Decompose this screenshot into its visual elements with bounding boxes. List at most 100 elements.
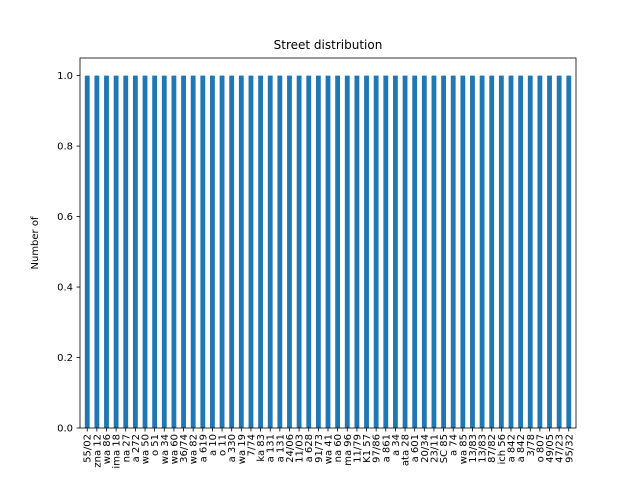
x-tick-label: 7/74 bbox=[246, 434, 257, 456]
x-tick-label: zna 12 bbox=[92, 434, 103, 468]
x-tick-label: a 131 bbox=[266, 434, 277, 462]
bar bbox=[489, 75, 495, 429]
bar bbox=[287, 75, 292, 429]
x-tick-label: 97/86 bbox=[372, 434, 383, 463]
bar bbox=[421, 75, 427, 429]
bar bbox=[113, 75, 119, 429]
bar bbox=[402, 75, 408, 429]
x-tick-label: wa 41 bbox=[324, 434, 335, 464]
x-tick-label: 24/06 bbox=[285, 434, 296, 463]
bar bbox=[383, 75, 389, 429]
x-tick-label: a 330 bbox=[227, 434, 238, 462]
bar bbox=[84, 75, 90, 429]
x-tick-label: o 807 bbox=[535, 434, 546, 462]
x-tick-label: 13/83 bbox=[468, 434, 479, 463]
x-tick-label: a 131 bbox=[275, 434, 286, 462]
x-tick-label: 55/02 bbox=[83, 434, 94, 463]
x-tick-label: a 272 bbox=[131, 434, 142, 462]
bar bbox=[325, 75, 331, 429]
plot-area-frame bbox=[79, 57, 577, 429]
bar bbox=[537, 75, 543, 429]
x-tick-label: na 60 bbox=[333, 434, 344, 462]
bar bbox=[171, 75, 177, 429]
x-tick-label: 47/23 bbox=[555, 434, 566, 463]
x-tick-label: a 842 bbox=[516, 434, 527, 462]
bar bbox=[479, 75, 485, 429]
bar bbox=[104, 75, 109, 429]
bar bbox=[190, 75, 196, 429]
bar bbox=[219, 75, 225, 429]
bar bbox=[344, 75, 350, 429]
x-tick-label: ima 18 bbox=[112, 434, 123, 469]
x-tick-label: ka 83 bbox=[256, 434, 267, 462]
x-tick-label: wa 60 bbox=[169, 434, 180, 464]
bar bbox=[248, 75, 254, 429]
x-tick-label: a 628 bbox=[304, 434, 315, 462]
x-tick-label: 20/34 bbox=[420, 434, 431, 463]
bar bbox=[470, 75, 475, 429]
x-tick-label: a 619 bbox=[198, 434, 209, 462]
x-tick-label: 13/83 bbox=[478, 434, 489, 463]
bar bbox=[132, 75, 138, 429]
bar bbox=[315, 75, 321, 429]
bar bbox=[393, 75, 398, 429]
x-tick-label: 11/03 bbox=[295, 434, 306, 463]
x-tick-label: o 11 bbox=[218, 434, 229, 456]
y-tick-label: 1.0 bbox=[57, 71, 73, 82]
bar bbox=[277, 75, 283, 429]
bar bbox=[441, 75, 446, 429]
bar bbox=[94, 75, 100, 429]
bar bbox=[527, 75, 533, 429]
y-tick-label: 0.6 bbox=[57, 212, 73, 223]
x-tick-label: wa 85 bbox=[458, 434, 469, 464]
x-tick-label: ata 28 bbox=[401, 434, 412, 466]
x-tick-label: na 27 bbox=[121, 434, 132, 462]
bar bbox=[354, 75, 360, 429]
x-tick-label: 11/79 bbox=[352, 434, 363, 463]
x-tick-label: K1 57 bbox=[362, 434, 373, 463]
x-tick-label: 23/11 bbox=[429, 434, 440, 463]
x-tick-label: a 601 bbox=[410, 434, 421, 462]
bar bbox=[267, 75, 273, 429]
bar bbox=[498, 75, 504, 429]
x-tick-label: a 74 bbox=[449, 434, 460, 456]
bar bbox=[364, 75, 369, 429]
bar bbox=[460, 75, 466, 429]
y-tick-label: 0.2 bbox=[57, 353, 73, 364]
bars-group bbox=[84, 75, 572, 429]
x-tick-label: 87/82 bbox=[487, 434, 498, 463]
y-tick-label: 0.8 bbox=[57, 142, 73, 153]
bar bbox=[200, 75, 206, 429]
x-tick-label: a 861 bbox=[381, 434, 392, 462]
bar bbox=[238, 75, 244, 429]
bar bbox=[508, 75, 514, 429]
y-axis-label: Number of bbox=[30, 216, 41, 269]
x-tick-label: a 10 bbox=[208, 434, 219, 456]
bar bbox=[566, 75, 572, 429]
bar bbox=[306, 75, 312, 429]
bar bbox=[161, 75, 167, 429]
bar bbox=[373, 75, 379, 429]
x-tick-label: a 842 bbox=[506, 434, 517, 462]
bar bbox=[296, 75, 302, 429]
bar bbox=[335, 75, 341, 429]
bar bbox=[556, 75, 562, 429]
bar bbox=[431, 75, 437, 429]
bar bbox=[518, 75, 524, 429]
x-tick-label: ich 56 bbox=[497, 434, 508, 465]
bar bbox=[181, 75, 186, 429]
x-tick-label: 95/32 bbox=[564, 434, 575, 463]
bar bbox=[123, 75, 129, 429]
x-tick-label: wa 82 bbox=[189, 434, 200, 464]
chart-title: Street distribution bbox=[274, 38, 383, 52]
bar bbox=[142, 75, 148, 429]
x-tick-label: wa 86 bbox=[102, 434, 113, 464]
bar bbox=[547, 75, 552, 429]
y-axis-ticks: 0.0 0.2 0.4 0.6 0.8 1.0 bbox=[57, 71, 80, 435]
bar bbox=[210, 75, 215, 429]
y-tick-label: 0.4 bbox=[57, 283, 73, 294]
x-tick-label: 36/74 bbox=[179, 434, 190, 463]
